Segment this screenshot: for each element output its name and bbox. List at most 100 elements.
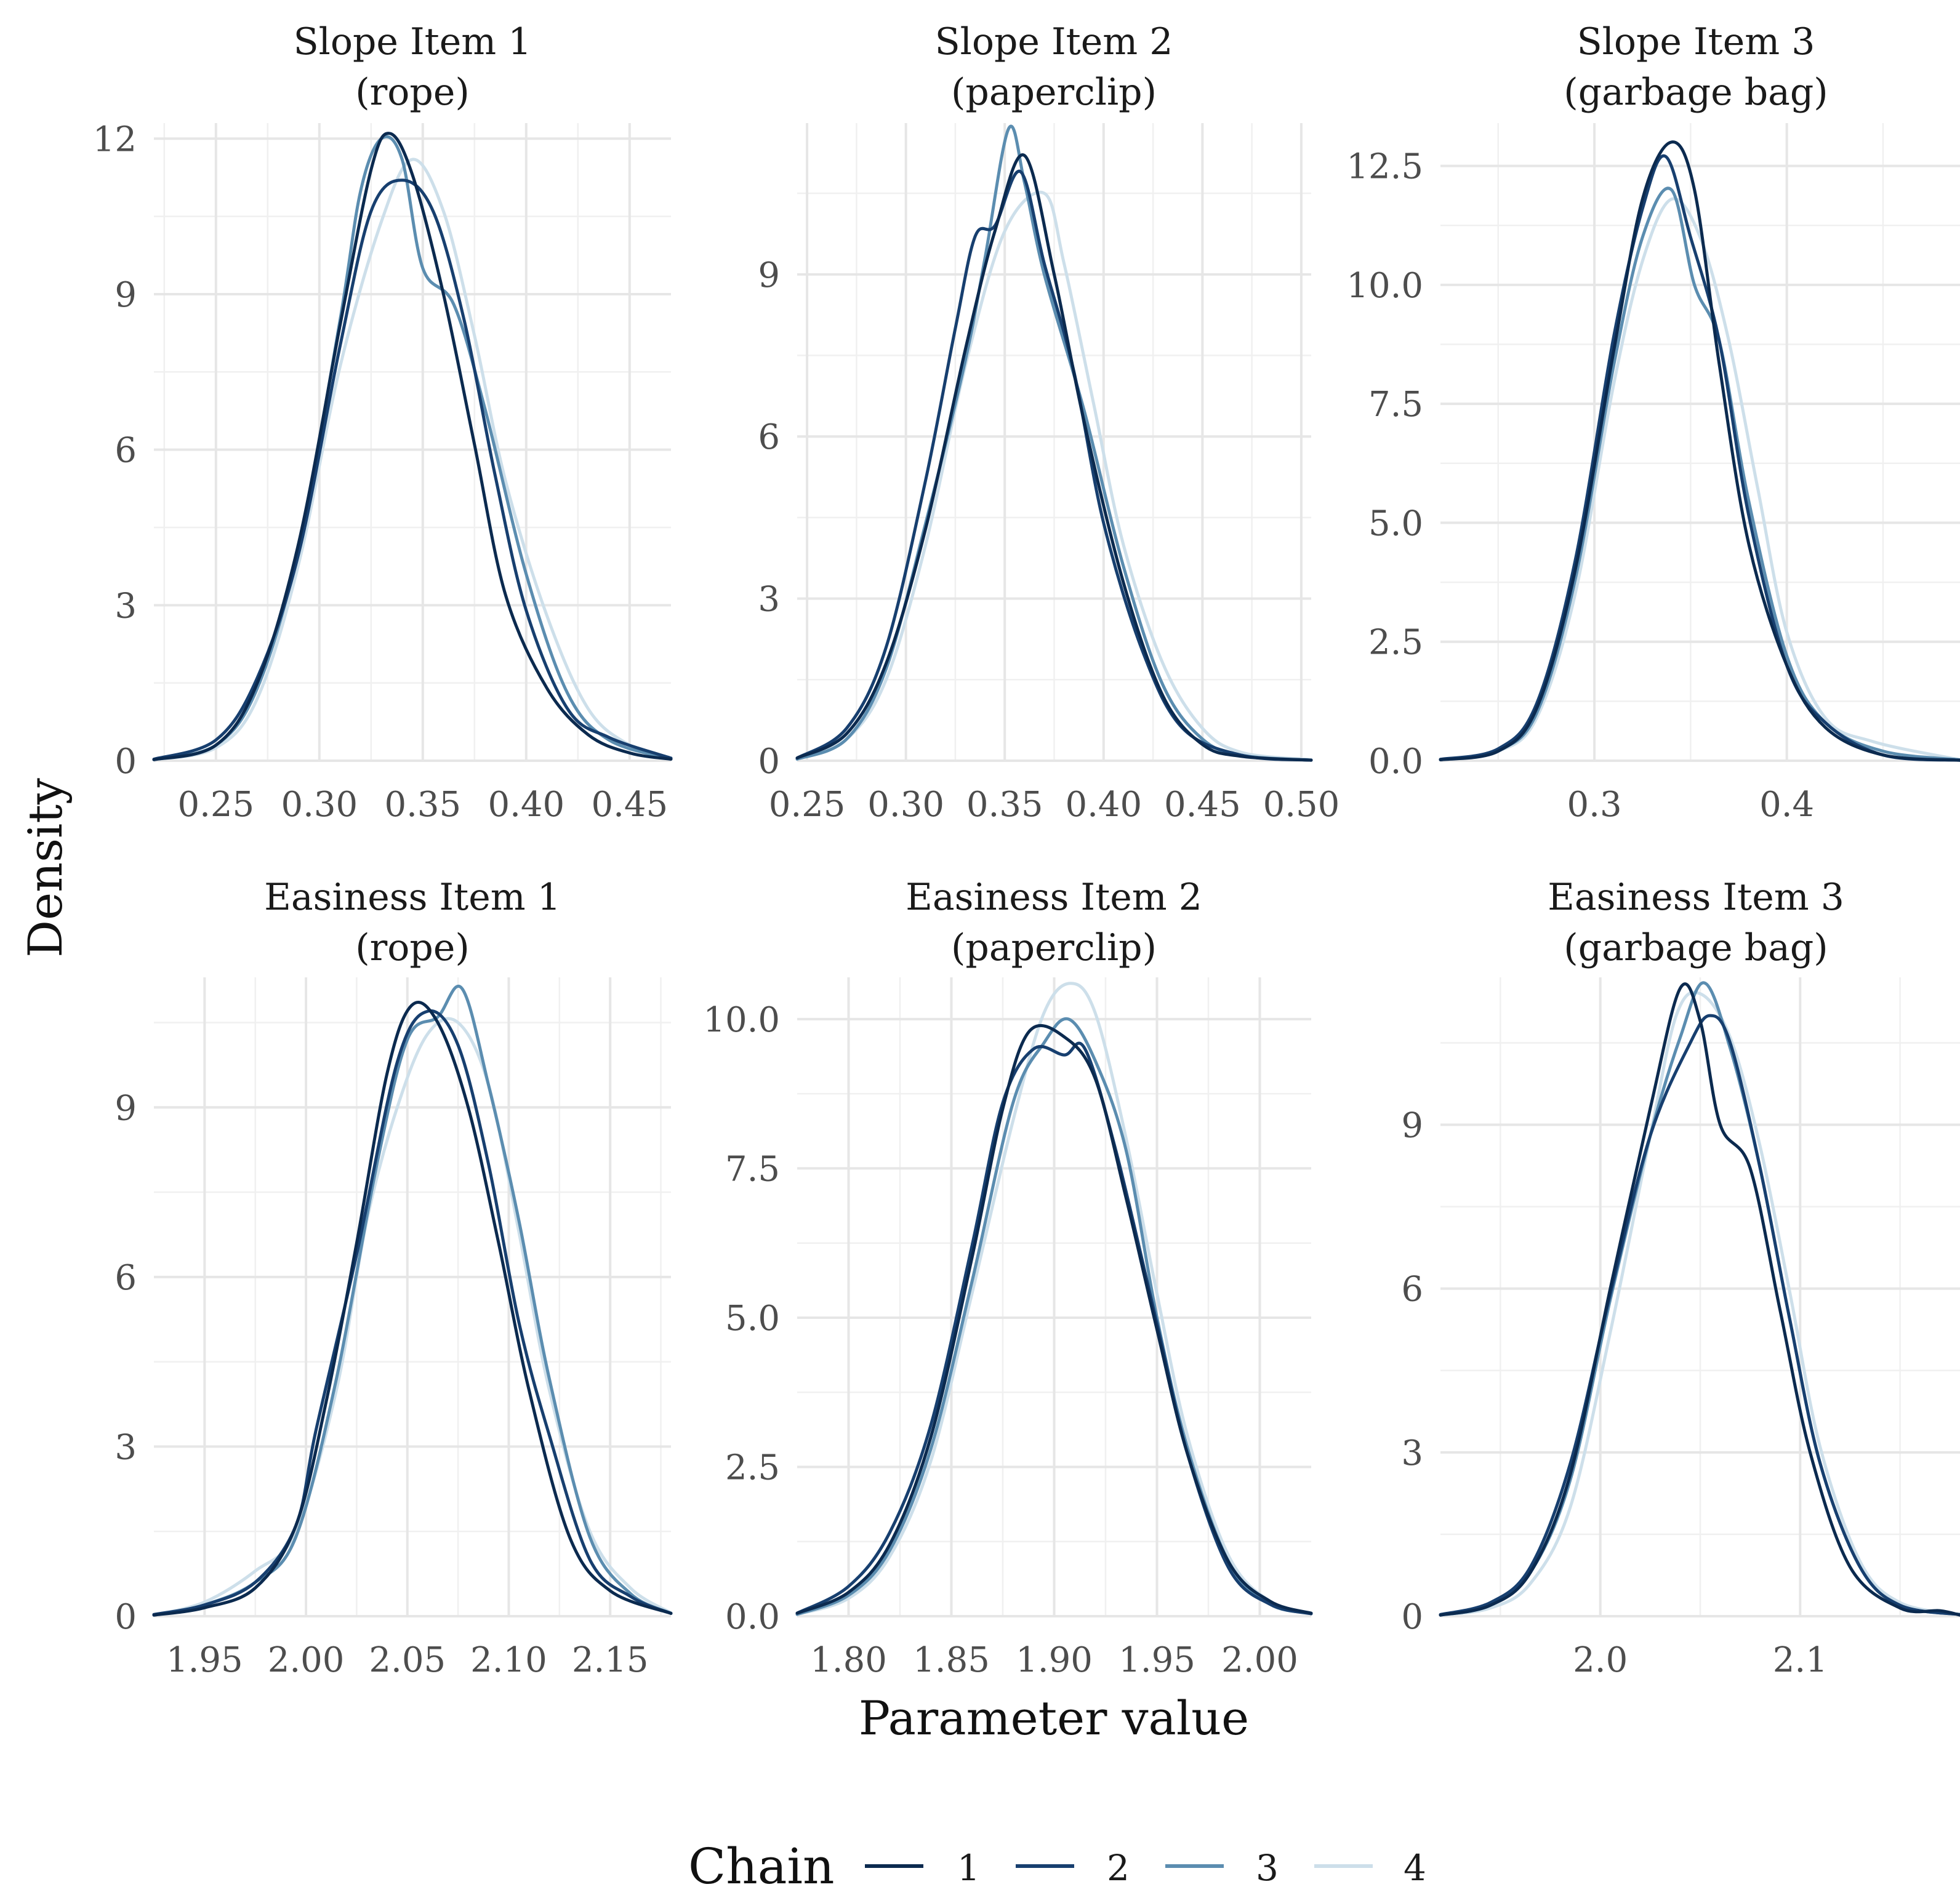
panel-4-y-tick-label: 0 <box>114 1597 137 1637</box>
panel-5: 1.80 1.85 1.90 1.95 2.00 0.0 2.5 5.0 7.5 10.0 <box>703 977 1313 1680</box>
panel-2-y-tick-label: 6 <box>758 417 780 457</box>
panel-1-x-tick-label: 0.45 <box>591 785 668 825</box>
panel-1-y-tick-label: 0 <box>114 742 137 782</box>
panel-5-title-line2: (paperclip) <box>951 926 1157 969</box>
panel-4-title-line2: (rope) <box>355 926 470 969</box>
panel-1-y-tick-label: 3 <box>114 586 137 626</box>
panel-4-x-tick-label: 2.05 <box>369 1640 446 1680</box>
panel-3-y-tick-label: 5.0 <box>1368 503 1423 543</box>
panel-6-chain-1-density-line <box>1439 982 1960 1617</box>
legend-label-chain-4: 4 <box>1404 1847 1426 1887</box>
panel-2-y-tick-label: 9 <box>758 255 780 295</box>
panel-1-chain-4-density-line <box>152 158 673 761</box>
panel-4-x-tick-label: 1.95 <box>166 1640 243 1680</box>
panel-5-title-line1: Easiness Item 2 <box>906 876 1202 919</box>
panel-1-chain-2-density-line <box>152 178 673 761</box>
panel-3-chain-2-density-line <box>1439 154 1960 762</box>
panel-6-x-tick-label: 2.1 <box>1773 1640 1828 1680</box>
panel-4-chain-2-density-line <box>152 1009 673 1616</box>
panel-6-title-line2: (garbage bag) <box>1564 926 1828 969</box>
panel-2-x-tick-label: 0.40 <box>1065 785 1142 825</box>
legend: Chain 1 2 3 4 <box>688 1838 1426 1887</box>
panel-1-chain-1-density-line <box>152 132 673 761</box>
panel-4-chain-1-density-line <box>152 1001 673 1617</box>
panel-1-y-tick-label: 9 <box>114 275 137 315</box>
panel-5-x-tick-label: 1.80 <box>810 1640 887 1680</box>
panel-4: 1.95 2.00 2.05 2.10 2.15 0 3 6 9 <box>114 977 673 1680</box>
panel-1-y-tick-label: 6 <box>114 431 137 471</box>
panel-1-x-tick-label: 0.25 <box>177 785 254 825</box>
panel-5-y-tick-label: 7.5 <box>725 1149 780 1189</box>
panel-1-title-line1: Slope Item 1 <box>294 20 532 63</box>
panel-2-chain-4-density-line <box>795 190 1313 761</box>
panel-3-y-tick-label: 10.0 <box>1346 266 1423 306</box>
panel-2-x-tick-label: 0.35 <box>966 785 1043 825</box>
panel-6-x-tick-label: 2.0 <box>1573 1640 1628 1680</box>
panel-3-y-tick-label: 7.5 <box>1368 385 1423 425</box>
panel-1-x-tick-label: 0.40 <box>488 785 564 825</box>
panel-4-y-tick-label: 9 <box>114 1088 137 1128</box>
legend-label-chain-3: 3 <box>1256 1847 1279 1887</box>
panel-5-chain-1-density-line <box>795 1024 1313 1615</box>
panel-2-y-tick-label: 3 <box>758 580 780 620</box>
panel-6-y-tick-label: 3 <box>1401 1433 1423 1473</box>
panel-5-x-tick-label: 2.00 <box>1221 1640 1298 1680</box>
panel-6-y-tick-label: 0 <box>1401 1597 1423 1637</box>
panel-6: 2.0 2.1 0 3 6 9 <box>1401 977 1960 1680</box>
panel-2-chain-2-density-line <box>795 169 1313 762</box>
panel-2-title-line1: Slope Item 2 <box>935 20 1173 63</box>
panel-1-title-line2: (rope) <box>355 71 470 114</box>
panel-1: 0.25 0.30 0.35 0.40 0.45 0 3 6 9 12 <box>93 119 673 825</box>
panel-2-title-line2: (paperclip) <box>951 71 1157 114</box>
panel-4-title-line1: Easiness Item 1 <box>264 876 561 919</box>
panel-4-y-tick-label: 3 <box>114 1427 137 1467</box>
legend-label-chain-1: 1 <box>957 1847 980 1887</box>
panel-6-chain-2-density-line <box>1439 1014 1960 1616</box>
panel-5-x-tick-label: 1.90 <box>1016 1640 1093 1680</box>
panel-3-chain-1-density-line <box>1439 140 1960 762</box>
panel-6-y-tick-label: 6 <box>1401 1270 1423 1310</box>
panel-5-y-tick-label: 2.5 <box>725 1448 780 1488</box>
panel-2-chain-1-density-line <box>795 153 1313 762</box>
panel-2-x-tick-label: 0.25 <box>769 785 846 825</box>
panel-4-x-tick-label: 2.10 <box>470 1640 547 1680</box>
panel-1-x-tick-label: 0.30 <box>281 785 358 825</box>
panel-4-y-tick-label: 6 <box>114 1258 137 1298</box>
panel-3: 0.3 0.4 0.0 2.5 5.0 7.5 10.0 12.5 <box>1346 123 1960 825</box>
panel-5-y-tick-label: 10.0 <box>703 1000 780 1040</box>
x-axis-title: Parameter value <box>859 1691 1249 1745</box>
panel-1-chain-3-density-line <box>152 135 673 761</box>
panel-6-y-tick-label: 9 <box>1401 1106 1423 1146</box>
panel-4-x-tick-label: 2.00 <box>268 1640 345 1680</box>
panel-3-y-tick-label: 12.5 <box>1346 147 1423 187</box>
panel-3-y-tick-label: 2.5 <box>1368 623 1423 663</box>
panel-6-chain-4-density-line <box>1439 990 1960 1617</box>
panel-3-title-line2: (garbage bag) <box>1564 71 1828 114</box>
panel-5-y-tick-label: 0.0 <box>725 1597 780 1637</box>
panel-2-x-tick-label: 0.30 <box>867 785 944 825</box>
panel-3-y-tick-label: 0.0 <box>1368 742 1423 782</box>
panel-3-x-tick-label: 0.3 <box>1567 785 1622 825</box>
panel-2-x-tick-label: 0.45 <box>1164 785 1241 825</box>
panel-6-title-line1: Easiness Item 3 <box>1548 876 1844 919</box>
panel-5-chain-4-density-line <box>795 982 1313 1616</box>
panel-5-y-tick-label: 5.0 <box>725 1299 780 1339</box>
panel-3-title-line1: Slope Item 3 <box>1577 20 1815 63</box>
panel-3-chain-3-density-line <box>1439 186 1960 761</box>
panel-3-x-tick-label: 0.4 <box>1759 785 1814 825</box>
legend-label-chain-2: 2 <box>1107 1847 1130 1887</box>
panel-1-y-tick-label: 12 <box>93 119 137 159</box>
panel-5-x-tick-label: 1.95 <box>1119 1640 1195 1680</box>
panel-2: 0.25 0.30 0.35 0.40 0.45 0.50 0 3 6 9 <box>758 123 1339 825</box>
panel-titles: Slope Item 1 (rope) Slope Item 2 (paperc… <box>264 20 1844 969</box>
panel-2-y-tick-label: 0 <box>758 742 780 782</box>
panel-3-chain-4-density-line <box>1439 197 1960 761</box>
panel-4-chain-3-density-line <box>152 985 673 1617</box>
y-axis-title: Density <box>18 778 73 958</box>
panel-5-x-tick-label: 1.85 <box>913 1640 990 1680</box>
panel-2-x-tick-label: 0.50 <box>1263 785 1340 825</box>
legend-title: Chain <box>688 1838 835 1887</box>
panel-4-x-tick-label: 2.15 <box>572 1640 649 1680</box>
